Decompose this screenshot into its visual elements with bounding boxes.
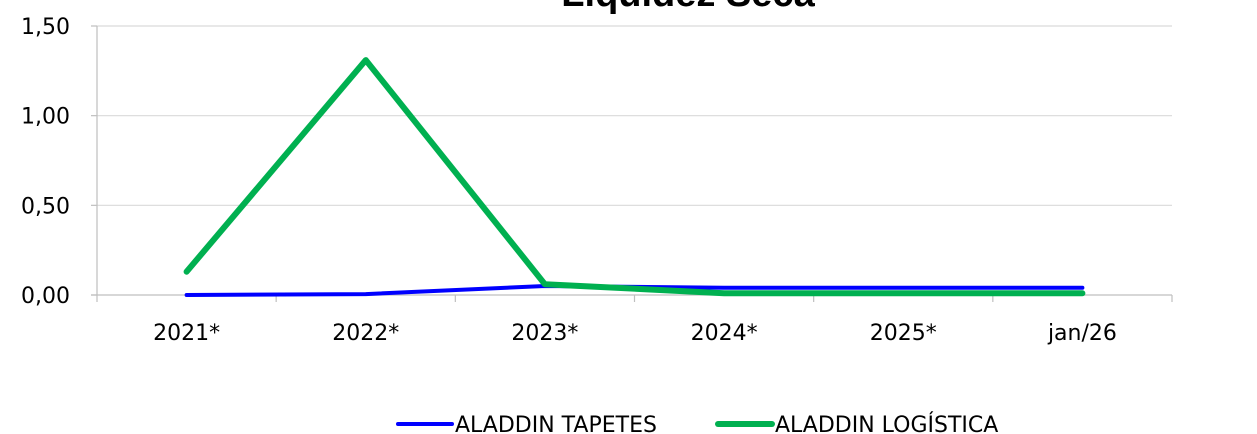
x-tick-label-5: jan/26 xyxy=(1047,321,1117,346)
y-tick-label-1: 0,50 xyxy=(21,194,70,219)
x-tick-label-3: 2024* xyxy=(691,321,758,346)
axes xyxy=(91,25,1173,302)
y-tick-labels: 0,00 0,50 1,00 1,50 xyxy=(21,15,70,309)
legend: ALADDIN TAPETES ALADDIN LOGÍSTICA xyxy=(396,412,998,434)
y-tick-label-0: 0,00 xyxy=(21,284,70,309)
series-lines xyxy=(183,57,1086,297)
x-tick-label-2: 2023* xyxy=(511,321,578,346)
legend-label-0: ALADDIN TAPETES xyxy=(455,413,657,434)
x-tick-labels: 2021* 2022* 2023* 2024* 2025* jan/26 xyxy=(153,321,1117,346)
y-tick-label-2: 1,00 xyxy=(21,105,70,130)
chart-title: Liquidez Seca xyxy=(561,0,815,15)
x-tick-label-1: 2022* xyxy=(332,321,399,346)
series-line-1 xyxy=(183,57,1086,297)
legend-label-1: ALADDIN LOGÍSTICA xyxy=(775,412,998,434)
x-tick-label-4: 2025* xyxy=(870,321,937,346)
x-tick-label-0: 2021* xyxy=(153,321,220,346)
gridlines xyxy=(97,25,1172,206)
y-tick-label-3: 1,50 xyxy=(21,15,70,40)
